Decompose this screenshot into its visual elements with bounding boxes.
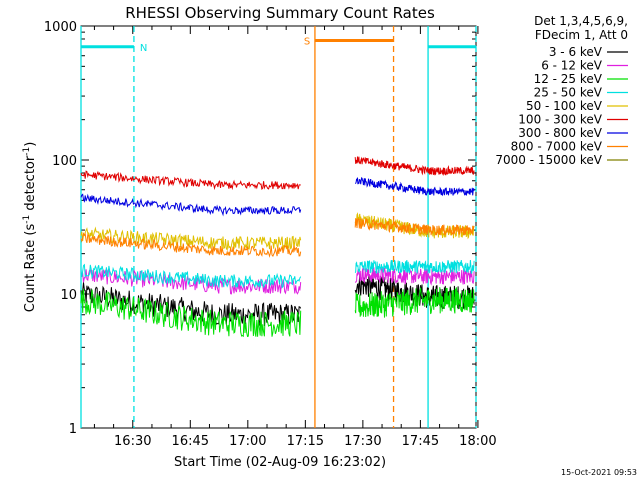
legend-label: 800 - 7000 keV [511,140,603,154]
series-line-12-25keV [354,287,475,318]
legend-header-line-1: Det 1,3,4,5,6,9, [534,14,628,28]
legend: Det 1,3,4,5,6,9, FDecim 1, Att 0 3 - 6 k… [495,14,628,167]
series-line-100-300keV [80,170,301,191]
x-tick-label: 17:00 [229,434,266,449]
interval-label: S [304,36,310,47]
x-tick-label: 17:15 [287,434,324,449]
chart-title: RHESSI Observing Summary Count Rates [125,4,435,22]
y-label-sup-2: -1 [22,147,32,156]
series-line-300-800keV [80,193,302,217]
legend-label: 6 - 12 keV [541,59,603,73]
series-line-12-25keV [80,289,302,338]
series-line-300-800keV [355,176,475,197]
series-line-100-300keV [354,156,475,177]
series-line-25-50keV [354,259,475,275]
y-label-part-2: detector [23,155,38,215]
y-tick-label: 1 [69,422,77,437]
x-tick-label: 16:45 [172,434,209,449]
axis-ticks: 16:30 16:45 17:00 17:15 17:30 17:45 18:00 1 10 10… [44,20,497,449]
data-series [80,156,475,338]
y-axis-label: Count Rate (s-1 detector-1) [22,142,38,313]
legend-label: 12 - 25 keV [534,72,603,86]
legend-label: 7000 - 15000 keV [495,153,602,167]
series-line-800-7000keV [80,232,302,258]
series-line-800-7000keV [354,218,475,236]
timestamp: 15-Oct-2021 09:53 [561,468,637,477]
y-tick-label: 1000 [44,20,77,35]
interval-label: N [140,43,147,54]
y-label-part-3: ) [23,142,38,147]
x-tick-label: 17:45 [402,434,439,449]
x-tick-label: 18:00 [459,434,496,449]
x-tick-label: 16:30 [114,434,151,449]
series-line-25-50keV [80,263,302,289]
legend-label: 100 - 300 keV [518,113,602,127]
series-line-6-12keV [80,267,302,295]
x-tick-label: 17:30 [344,434,381,449]
series-line-3-6keV [80,282,302,327]
legend-label: 3 - 6 keV [549,45,603,59]
legend-label: 50 - 100 keV [526,99,603,113]
legend-header-line-2: FDecim 1, Att 0 [535,28,628,42]
legend-label: 25 - 50 keV [534,86,603,100]
series-line-6-12keV [355,267,475,286]
y-tick-label: 100 [52,154,77,169]
legend-label: 300 - 800 keV [518,126,602,140]
series-line-50-100keV [80,226,302,251]
y-tick-label: 10 [60,288,77,303]
y-label-sup-1: -1 [22,215,32,224]
x-axis-label: Start Time (02-Aug-09 16:23:02) [174,455,386,470]
y-label-part-1: Count Rate (s [23,224,38,313]
